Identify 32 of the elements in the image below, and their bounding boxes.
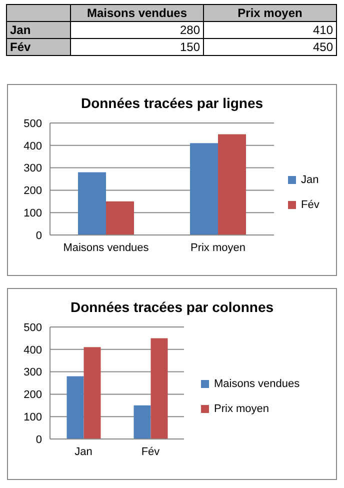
data-label: 410 [204,22,336,38]
y-tick-label: 300 [24,162,42,175]
y-tick-label: 0 [36,434,42,446]
y-tick-label: 500 [24,118,42,130]
chart-title: Données tracées par colonnes [69,299,275,317]
data-label: 280 [70,22,204,38]
data-label: 450 [204,38,336,56]
y-tick-label: Jan [6,22,70,38]
y-tick-label: 100 [24,208,42,220]
y-tick-label: 100 [24,412,42,424]
y-tick-label: 400 [24,140,42,152]
bar [106,201,134,235]
legend-label: Prix moyen [214,402,270,414]
y-tick-label: 400 [24,344,42,356]
bar [190,143,218,235]
y-tick-label: 200 [24,389,42,402]
chart-title: Données tracées par lignes [80,95,264,113]
bar [66,376,84,439]
bar [150,338,168,439]
legend-label: Maisons vendues [214,378,300,390]
bar [134,405,151,439]
data-label: 150 [70,38,204,56]
bar [84,347,101,439]
y-tick-label: 0 [36,230,42,242]
legend-label: Jan [301,174,319,186]
y-tick-label: 200 [24,185,42,198]
legend-label: Fév [301,198,320,210]
bar [218,134,246,235]
bar [78,172,106,235]
y-tick-label: 500 [24,322,42,334]
y-tick-label: 300 [24,366,42,379]
y-tick-label: Fév [6,38,70,56]
